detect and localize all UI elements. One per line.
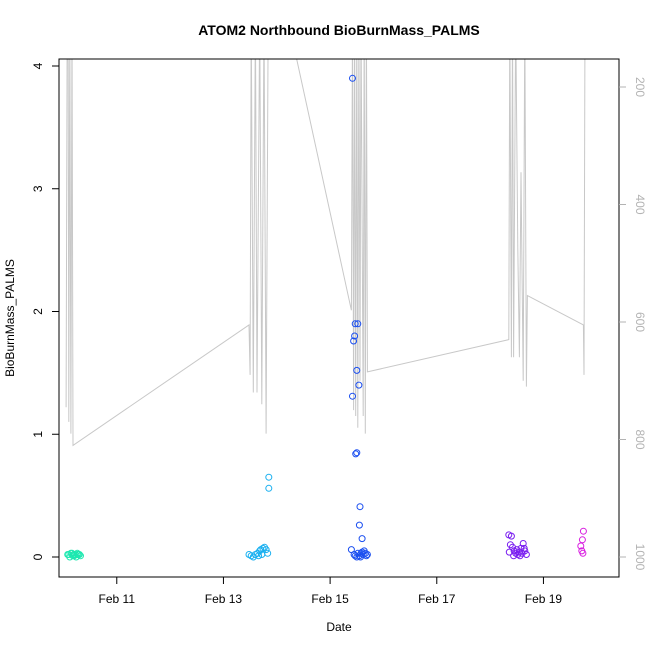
y-tick-label: 2 xyxy=(31,308,45,315)
data-point-s0-10 xyxy=(68,549,76,557)
x-tick-label: Feb 11 xyxy=(99,592,136,606)
data-point-s4-0 xyxy=(579,527,587,535)
x-tick-label: Feb 15 xyxy=(311,592,349,606)
data-point-s2-11 xyxy=(355,521,363,529)
x-tick-label: Feb 19 xyxy=(525,592,563,606)
y-tick-label: 4 xyxy=(31,62,45,69)
data-point-s3-17 xyxy=(520,544,528,552)
y2-tick-label: 200 xyxy=(633,77,647,97)
y-tick-label: 1 xyxy=(31,431,45,438)
data-point-s2-3 xyxy=(351,332,359,340)
points-layer xyxy=(64,74,587,561)
plot-frame xyxy=(58,58,620,578)
data-point-s2-26 xyxy=(357,553,364,561)
y-axis: 0 1 2 3 4 xyxy=(31,62,59,560)
data-point-s0-12 xyxy=(77,552,84,560)
data-point-s2-12 xyxy=(358,535,366,543)
data-point-s1-14 xyxy=(265,484,273,492)
y2-tick-label: 600 xyxy=(633,312,647,332)
data-point-s4-4 xyxy=(579,549,587,557)
y-tick-label: 3 xyxy=(31,185,45,192)
data-point-s3-1 xyxy=(507,532,515,540)
y-tick-label: 0 xyxy=(31,553,45,560)
data-point-s1-9 xyxy=(262,546,270,554)
altitude-trace-line xyxy=(65,59,586,447)
data-point-s2-4 xyxy=(350,337,358,345)
x-tick-label: Feb 17 xyxy=(418,592,456,606)
data-point-s2-5 xyxy=(353,366,361,374)
data-point-s2-6 xyxy=(355,381,363,389)
data-point-s0-13 xyxy=(73,551,81,558)
data-point-s3-11 xyxy=(519,540,527,547)
data-point-s1-11 xyxy=(258,551,266,558)
data-point-s3-13 xyxy=(522,551,530,558)
x-tick-label: Feb 13 xyxy=(205,592,243,606)
data-point-s2-7 xyxy=(349,392,356,400)
data-point-s2-1 xyxy=(351,320,359,328)
x-axis: Feb 11 Feb 13 Feb 15 Feb 17 Feb 19 xyxy=(99,577,563,606)
data-point-s0-14 xyxy=(70,551,78,558)
data-point-s2-10 xyxy=(356,503,364,511)
data-point-s2-25 xyxy=(351,552,359,560)
data-point-s2-0 xyxy=(349,74,356,82)
data-point-s1-13 xyxy=(265,473,273,481)
y2-tick-label: 400 xyxy=(633,194,647,214)
data-point-s1-10 xyxy=(264,549,272,557)
y2-tick-label: 800 xyxy=(633,429,647,449)
data-point-s4-2 xyxy=(577,542,585,550)
y-axis-label: BioBurnMass_PALMS xyxy=(3,259,17,377)
secondary-y-axis: 200 400 600 800 1000 xyxy=(619,77,647,571)
chart-title: ATOM2 Northbound BioBurnMass_PALMS xyxy=(198,22,480,38)
altitude-trace-layer xyxy=(65,59,586,447)
data-point-s2-8 xyxy=(352,450,360,458)
data-point-s4-1 xyxy=(578,536,586,544)
x-axis-label: Date xyxy=(326,620,352,634)
data-point-s3-16 xyxy=(516,552,524,560)
data-point-s2-9 xyxy=(353,449,361,457)
data-point-s2-2 xyxy=(354,320,362,328)
data-point-s2-23 xyxy=(363,551,371,558)
data-point-s3-14 xyxy=(505,548,513,556)
data-point-s1-12 xyxy=(255,552,263,560)
y2-tick-label: 1000 xyxy=(633,544,647,571)
